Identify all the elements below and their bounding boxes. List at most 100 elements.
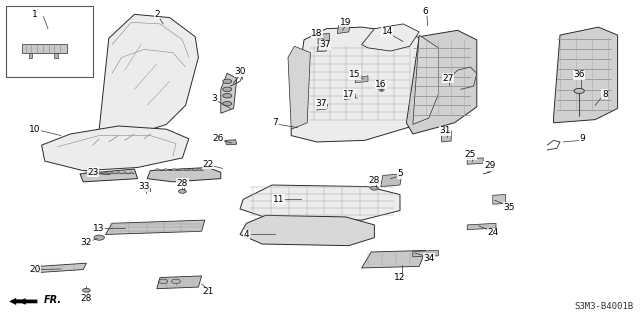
Polygon shape [288, 46, 310, 129]
Text: 35: 35 [503, 203, 515, 212]
Polygon shape [318, 33, 330, 44]
Polygon shape [12, 300, 24, 302]
Polygon shape [240, 185, 400, 220]
Text: 37: 37 [319, 40, 331, 49]
Text: FR.: FR. [44, 295, 61, 306]
Polygon shape [317, 45, 328, 52]
Text: 21: 21 [202, 287, 214, 296]
Polygon shape [80, 169, 138, 182]
Circle shape [159, 279, 168, 284]
Text: 18: 18 [311, 29, 323, 38]
Text: 13: 13 [93, 224, 105, 233]
Text: 17: 17 [343, 90, 355, 99]
Polygon shape [29, 53, 32, 58]
Text: 15: 15 [349, 70, 361, 79]
Circle shape [371, 186, 378, 190]
Text: 6: 6 [423, 7, 428, 16]
Text: 19: 19 [340, 18, 351, 27]
Polygon shape [109, 172, 115, 174]
Polygon shape [35, 263, 86, 273]
Polygon shape [442, 131, 451, 142]
Bar [6, 6, 93, 77]
Polygon shape [554, 27, 618, 123]
Circle shape [223, 87, 232, 92]
Text: 26: 26 [212, 134, 223, 143]
Polygon shape [170, 168, 179, 171]
Polygon shape [467, 223, 496, 230]
Text: 25: 25 [465, 150, 476, 159]
Circle shape [83, 288, 90, 292]
Text: 20: 20 [29, 265, 41, 274]
Text: 22: 22 [202, 160, 214, 169]
Polygon shape [128, 172, 134, 174]
Text: 28: 28 [81, 294, 92, 303]
Polygon shape [344, 94, 355, 100]
Polygon shape [362, 250, 426, 268]
Polygon shape [102, 172, 109, 174]
Polygon shape [355, 76, 368, 83]
Text: 16: 16 [375, 80, 387, 89]
Polygon shape [90, 172, 96, 174]
Polygon shape [122, 172, 128, 174]
Polygon shape [195, 168, 204, 171]
Polygon shape [147, 167, 221, 182]
Polygon shape [240, 215, 374, 246]
Text: 1: 1 [33, 10, 38, 19]
Polygon shape [381, 174, 402, 187]
Polygon shape [115, 172, 122, 174]
Text: 8: 8 [602, 90, 607, 99]
Polygon shape [493, 195, 506, 204]
Text: 33: 33 [138, 182, 150, 191]
Text: 28: 28 [369, 176, 380, 185]
Polygon shape [10, 298, 37, 305]
Text: 29: 29 [484, 161, 495, 170]
Polygon shape [144, 188, 150, 191]
Circle shape [223, 93, 232, 98]
Polygon shape [291, 27, 448, 142]
Text: 34: 34 [423, 254, 435, 263]
Text: 28: 28 [177, 179, 188, 188]
Polygon shape [83, 172, 90, 174]
Polygon shape [93, 14, 198, 139]
Circle shape [574, 88, 584, 93]
Polygon shape [413, 250, 438, 257]
Polygon shape [106, 220, 205, 234]
Text: 9: 9 [580, 134, 585, 143]
Polygon shape [179, 168, 187, 171]
Polygon shape [467, 158, 483, 164]
Text: 3: 3 [212, 94, 217, 103]
Polygon shape [22, 44, 67, 53]
Text: 14: 14 [381, 27, 393, 36]
Circle shape [223, 101, 232, 106]
Text: 24: 24 [487, 228, 499, 237]
Polygon shape [154, 168, 162, 171]
Text: 30: 30 [234, 67, 246, 76]
Polygon shape [362, 24, 419, 51]
Text: 23: 23 [87, 168, 99, 177]
Polygon shape [96, 172, 102, 174]
Polygon shape [187, 168, 195, 171]
Polygon shape [54, 53, 58, 58]
Polygon shape [157, 276, 202, 289]
Text: 5: 5 [397, 169, 403, 178]
Text: 7: 7 [273, 118, 278, 127]
Polygon shape [317, 105, 328, 110]
Polygon shape [406, 30, 477, 134]
Text: 36: 36 [573, 70, 585, 79]
Polygon shape [42, 126, 189, 171]
Text: 4: 4 [244, 230, 249, 239]
Circle shape [94, 235, 104, 240]
Polygon shape [221, 73, 237, 113]
Text: 11: 11 [273, 195, 284, 204]
Circle shape [172, 279, 180, 284]
Text: 2: 2 [154, 10, 159, 19]
Circle shape [223, 79, 232, 84]
Text: 37: 37 [316, 99, 327, 108]
Text: S3M3-B4001B: S3M3-B4001B [575, 302, 634, 311]
Polygon shape [413, 35, 438, 124]
Polygon shape [225, 140, 237, 145]
Text: 27: 27 [442, 74, 454, 83]
Text: 31: 31 [439, 126, 451, 135]
Circle shape [179, 189, 186, 193]
Polygon shape [337, 24, 350, 33]
